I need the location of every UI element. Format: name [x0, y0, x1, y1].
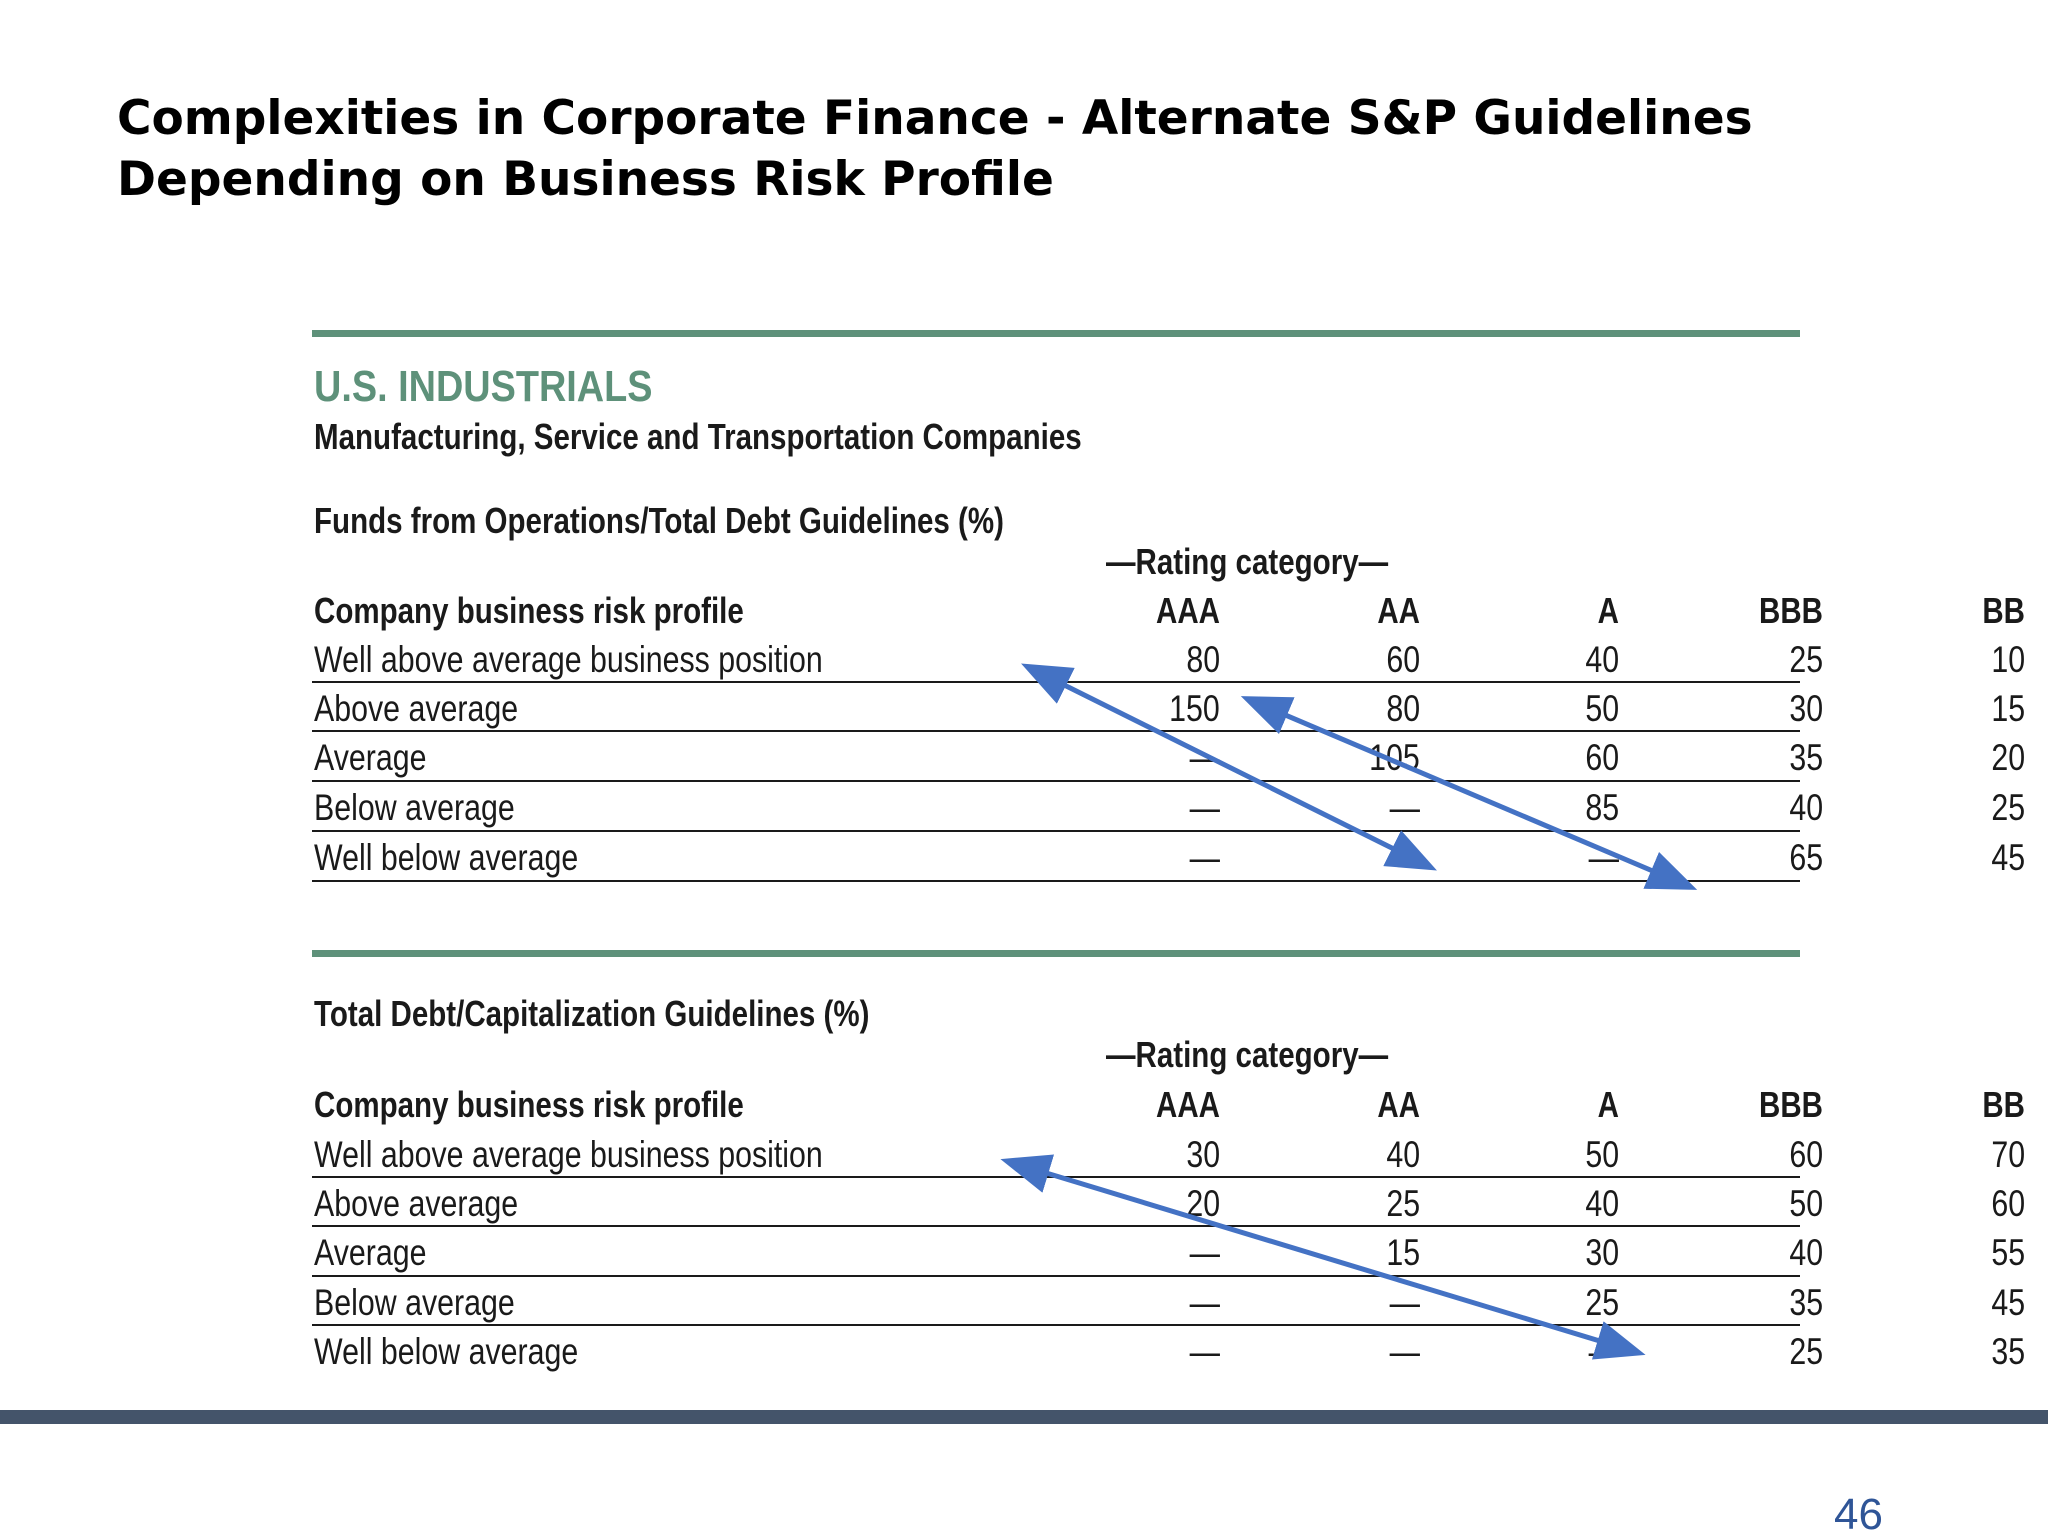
top-green-rule [312, 330, 1800, 337]
table-cell: — [1389, 1282, 1420, 1323]
table-cell: 60 [1386, 639, 1420, 680]
table-cell: 40 [1789, 1232, 1823, 1273]
table-cell: 30 [1789, 688, 1823, 729]
table-cell: 35 [1991, 1331, 2025, 1372]
col-header-bb: BB [1982, 1084, 2025, 1125]
row-divider [312, 1225, 1800, 1227]
table-cell: 85 [1585, 787, 1619, 828]
table-cell: 20 [1186, 1183, 1220, 1224]
table-row-label: Above average [314, 688, 519, 729]
rating-category-header: —Rating category— [1106, 1034, 1389, 1075]
table-cell: 70 [1991, 1134, 2025, 1175]
table-cell: 45 [1991, 837, 2025, 878]
table-cell: — [1189, 837, 1220, 878]
table-cell: — [1189, 1232, 1220, 1273]
table-cell: 60 [1585, 737, 1619, 778]
table-cell: 50 [1585, 688, 1619, 729]
row-divider [312, 780, 1800, 782]
table-row-label: Average [314, 737, 427, 778]
row-divider [312, 830, 1800, 832]
table-cell: 150 [1169, 688, 1220, 729]
table-cell: — [1189, 1282, 1220, 1323]
middle-green-rule [312, 950, 1800, 957]
col-header-a: A [1597, 1084, 1619, 1125]
table-row-label: Above average [314, 1183, 519, 1224]
row-divider [312, 880, 1800, 882]
col-header-aa: AA [1377, 590, 1420, 631]
table-cell: 50 [1789, 1183, 1823, 1224]
table-cell: — [1389, 1331, 1420, 1372]
table-cell: 40 [1386, 1134, 1420, 1175]
table-cell: 35 [1789, 1282, 1823, 1323]
table-row-label: Below average [314, 787, 515, 828]
table-cell: 55 [1991, 1232, 2025, 1273]
table-cell: — [1389, 837, 1420, 878]
slide-title: Complexities in Corporate Finance - Alte… [117, 88, 1917, 210]
table-cell: 25 [1789, 639, 1823, 680]
bottom-bar [0, 1410, 2048, 1424]
table-row-label: Below average [314, 1282, 515, 1323]
row-divider [312, 681, 1800, 683]
table-cell: 60 [1991, 1183, 2025, 1224]
table-cell: 15 [1991, 688, 2025, 729]
table-cell: — [1189, 1331, 1220, 1372]
table-cell: 40 [1585, 1183, 1619, 1224]
row-divider [312, 1275, 1800, 1277]
table-title: Funds from Operations/Total Debt Guideli… [314, 500, 1004, 541]
col-header-aaa: AAA [1156, 590, 1220, 631]
section-subtitle: Manufacturing, Service and Transportatio… [314, 416, 1082, 457]
table-row-label: Well above average business position [314, 1134, 823, 1175]
row-divider [312, 730, 1800, 732]
col-header-a: A [1597, 590, 1619, 631]
section-title: U.S. INDUSTRIALS [314, 362, 653, 411]
table-cell: — [1389, 787, 1420, 828]
table-cell: 80 [1386, 688, 1420, 729]
table-cell: 35 [1789, 737, 1823, 778]
table-cell: — [1588, 837, 1619, 878]
table-cell: 30 [1186, 1134, 1220, 1175]
table-cell: 60 [1789, 1134, 1823, 1175]
table-cell: 45 [1991, 1282, 2025, 1323]
col-header-bbb: BBB [1759, 590, 1823, 631]
table-row-label: Average [314, 1232, 427, 1273]
slide-title-line-2: Depending on Business Risk Profile [117, 152, 1054, 207]
table-cell: 10 [1991, 639, 2025, 680]
col-header-aa: AA [1377, 1084, 1420, 1125]
table-cell: 25 [1789, 1331, 1823, 1372]
table-cell: 25 [1991, 787, 2025, 828]
col-header-aaa: AAA [1156, 1084, 1220, 1125]
row-header: Company business risk profile [314, 1084, 744, 1125]
table-row-label: Well below average [314, 1331, 579, 1372]
table-cell: — [1588, 1331, 1619, 1372]
table-title: Total Debt/Capitalization Guidelines (%) [314, 993, 870, 1034]
table-cell: 40 [1789, 787, 1823, 828]
table-cell: 20 [1991, 737, 2025, 778]
table-row-label: Well below average [314, 837, 579, 878]
table-row-label: Well above average business position [314, 639, 823, 680]
row-header: Company business risk profile [314, 590, 744, 631]
col-header-bb: BB [1982, 590, 2025, 631]
page-number: 46 [1834, 1490, 1883, 1539]
table-cell: — [1189, 787, 1220, 828]
slide-title-line-1: Complexities in Corporate Finance - Alte… [117, 91, 1753, 146]
row-divider [312, 1324, 1800, 1326]
table-cell: 15 [1386, 1232, 1420, 1273]
table-cell: 40 [1585, 639, 1619, 680]
table-cell: — [1189, 737, 1220, 778]
table-cell: 25 [1585, 1282, 1619, 1323]
table-cell: 25 [1386, 1183, 1420, 1224]
table-cell: 65 [1789, 837, 1823, 878]
table-cell: 30 [1585, 1232, 1619, 1273]
row-divider [312, 1176, 1800, 1178]
table-cell: 50 [1585, 1134, 1619, 1175]
table-cell: 80 [1186, 639, 1220, 680]
sp-guidelines-figure: U.S. INDUSTRIALS Manufacturing, Service … [312, 330, 2025, 1410]
table-cell: 105 [1369, 737, 1420, 778]
col-header-bbb: BBB [1759, 1084, 1823, 1125]
rating-category-header: —Rating category— [1106, 541, 1389, 582]
